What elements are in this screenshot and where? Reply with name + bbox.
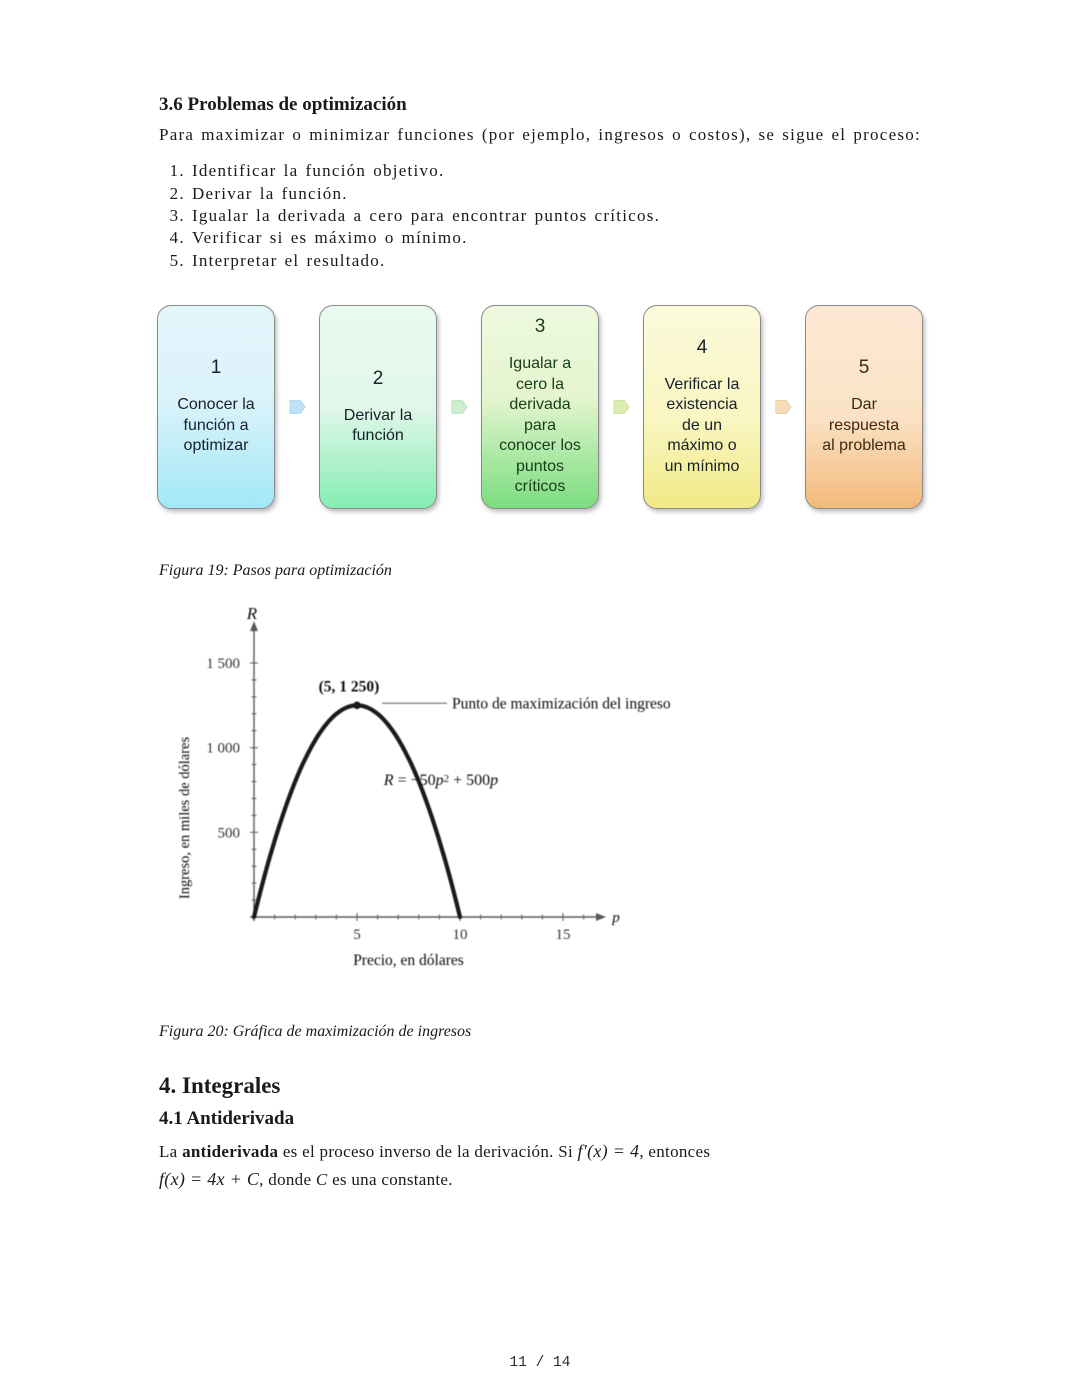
svg-text:Precio, en dólares: Precio, en dólares xyxy=(353,952,464,969)
svg-text:500: 500 xyxy=(218,825,241,841)
svg-text:10: 10 xyxy=(453,927,468,943)
svg-text:R = −50p2 + 500p: R = −50p2 + 500p xyxy=(383,772,498,789)
svg-text:R: R xyxy=(246,604,258,623)
svg-text:Punto de maximización del ingr: Punto de maximización del ingreso xyxy=(452,695,671,712)
svg-text:15: 15 xyxy=(556,927,571,943)
svg-text:1 000: 1 000 xyxy=(206,741,240,757)
svg-text:Ingreso, en miles de dólares: Ingreso, en miles de dólares xyxy=(177,737,193,900)
svg-text:p: p xyxy=(611,910,620,926)
svg-text:1 500: 1 500 xyxy=(206,656,240,672)
svg-text:5: 5 xyxy=(353,927,361,943)
svg-text:(5, 1 250): (5, 1 250) xyxy=(319,678,380,695)
